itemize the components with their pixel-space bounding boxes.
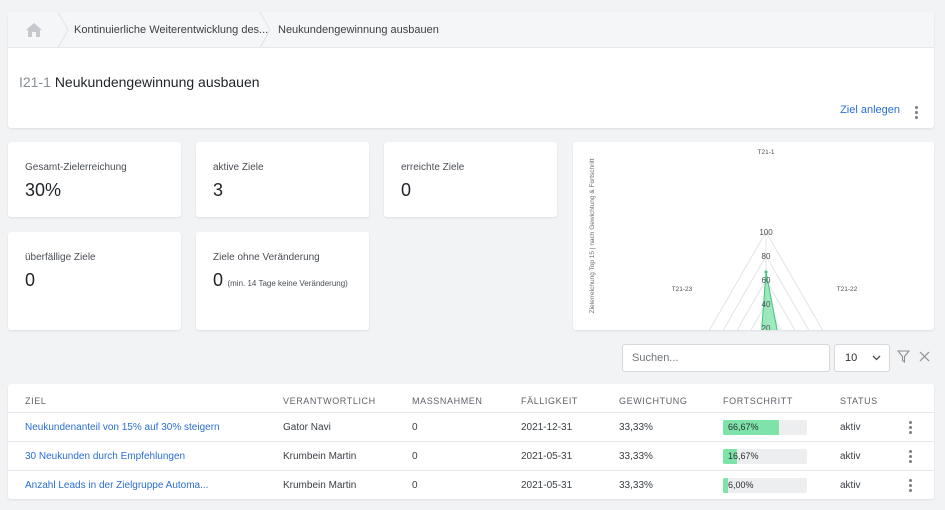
stat-value-group: 0 (min. 14 Tage keine Veränderung) xyxy=(213,270,363,294)
column-header-gewichtung[interactable]: GEWICHTUNG xyxy=(619,396,688,406)
radar-data-area xyxy=(761,271,778,330)
radar-grid-ring xyxy=(708,230,824,330)
column-header-ziel[interactable]: ZIEL xyxy=(25,396,47,406)
cell-faelligkeit: 2021-12-31 xyxy=(521,422,573,433)
radar-chart-card: 100 80 60 40 20 T21-1 T21-22 T21-23 Zielerreichu… xyxy=(573,142,934,330)
radar-tick-label: 60 xyxy=(762,276,771,285)
ziel-anlegen-button[interactable]: Ziel anlegen xyxy=(840,104,900,116)
stat-label: Gesamt-Zielerreichung xyxy=(25,162,127,173)
row-more-options-icon[interactable] xyxy=(904,419,916,435)
cell-massnahmen: 0 xyxy=(412,480,418,491)
stat-card-ziele-ohne-veraenderung: Ziele ohne Veränderung 0 (min. 14 Tage k… xyxy=(196,232,369,330)
page-title-id: I21-1 xyxy=(19,74,51,90)
filter-icon[interactable] xyxy=(897,350,910,363)
page-title-text: Neukundengewinnung ausbauen xyxy=(54,74,260,90)
goals-table: ZIEL VERANTWORTLICH MASSNAHMEN FÄLLIGKEI… xyxy=(8,384,934,499)
search-input[interactable] xyxy=(622,344,830,372)
stat-value: 0 xyxy=(213,270,224,290)
chevron-down-icon xyxy=(872,355,881,361)
cell-status: aktiv xyxy=(840,451,861,462)
stat-value: 0 xyxy=(401,180,412,200)
breadcrumb-separator-icon xyxy=(57,12,69,48)
radar-tick-label: 100 xyxy=(759,228,773,237)
page-title: I21-1 Neukundengewinnung ausbauen xyxy=(19,74,260,90)
cell-status: aktiv xyxy=(840,422,861,433)
radar-tick-label: 40 xyxy=(762,300,771,309)
column-header-verantwortlich[interactable]: VERANTWORTLICH xyxy=(283,396,376,406)
table-row[interactable]: Anzahl Leads in der Zielgruppe Automa...… xyxy=(8,470,934,499)
radar-tick-label: 80 xyxy=(762,252,771,261)
breadcrumb-item-current[interactable]: Neukundengewinnung ausbauen xyxy=(278,24,439,36)
column-header-massnahmen[interactable]: MASSNAHMEN xyxy=(412,396,483,406)
stat-note: (min. 14 Tage keine Veränderung) xyxy=(227,279,348,288)
stat-label: überfällige Ziele xyxy=(25,252,96,263)
stat-card-gesamt-zielerreichung: Gesamt-Zielerreichung 30% xyxy=(8,142,181,217)
progress-fill xyxy=(723,420,779,435)
cell-massnahmen: 0 xyxy=(412,451,418,462)
cell-gewichtung: 33,33% xyxy=(619,480,653,491)
cell-massnahmen: 0 xyxy=(412,422,418,433)
table-row[interactable]: 30 Neukunden durch Empfehlungen Krumbein… xyxy=(8,441,934,470)
stat-value: 0 xyxy=(25,270,36,290)
progress-fill xyxy=(723,478,729,493)
breadcrumb-item-parent[interactable]: Kontinuierliche Weiterentwicklung des... xyxy=(74,24,269,36)
progress-text: 6,00% xyxy=(728,480,754,490)
radar-data-point xyxy=(764,270,768,274)
close-icon[interactable] xyxy=(919,351,930,362)
home-icon[interactable] xyxy=(25,22,43,38)
radar-tick-label: 20 xyxy=(762,324,771,330)
breadcrumb-separator-icon xyxy=(259,12,271,48)
goal-link[interactable]: 30 Neukunden durch Empfehlungen xyxy=(25,451,186,462)
row-more-options-icon[interactable] xyxy=(904,448,916,464)
header-card: Kontinuierliche Weiterentwicklung des...… xyxy=(8,12,934,128)
column-header-status[interactable]: STATUS xyxy=(840,396,878,406)
cell-verantwortlich: Gator Navi xyxy=(283,422,331,433)
column-header-fortschritt[interactable]: FORTSCHRITT xyxy=(723,396,793,406)
stat-label: aktive Ziele xyxy=(213,162,264,173)
cell-status: aktiv xyxy=(840,480,861,491)
progress-fill xyxy=(723,449,737,464)
stat-value: 30% xyxy=(25,180,62,200)
goal-link[interactable]: Anzahl Leads in der Zielgruppe Automa... xyxy=(25,480,209,491)
progress-text: 66,67% xyxy=(728,422,759,432)
cell-faelligkeit: 2021-05-31 xyxy=(521,451,573,462)
page-size-value: 10 xyxy=(845,352,858,364)
cell-gewichtung: 33,33% xyxy=(619,451,653,462)
cell-verantwortlich: Krumbein Martin xyxy=(283,451,357,462)
radar-chart: 100 80 60 40 20 T21-1 T21-22 T21-23 Zielerreichu… xyxy=(589,149,858,330)
progress-text: 16,67% xyxy=(728,451,759,461)
radar-grid-ring xyxy=(722,254,810,330)
radar-y-label: Zielerreichung Top 15 | nach Gewichtung … xyxy=(589,158,596,313)
radar-axis-label: T21-22 xyxy=(837,286,858,293)
stat-card-ueberfaellige-ziele: überfällige Ziele 0 xyxy=(8,232,181,330)
breadcrumb: Kontinuierliche Weiterentwicklung des...… xyxy=(8,12,934,48)
progress-bar: 6,00% xyxy=(723,478,807,493)
cell-verantwortlich: Krumbein Martin xyxy=(283,480,357,491)
goal-link[interactable]: Neukundenanteil von 15% auf 30% steigern xyxy=(25,422,220,433)
progress-bar: 16,67% xyxy=(723,449,807,464)
stat-value: 3 xyxy=(213,180,224,200)
stat-card-erreichte-ziele: erreichte Ziele 0 xyxy=(384,142,557,217)
radar-axis-label: T21-23 xyxy=(672,286,693,293)
row-more-options-icon[interactable] xyxy=(904,477,916,493)
radar-axis-label: T21-1 xyxy=(758,149,775,156)
more-options-icon[interactable] xyxy=(910,104,922,120)
stat-label: Ziele ohne Veränderung xyxy=(213,252,320,263)
progress-bar: 66,67% xyxy=(723,420,807,435)
table-row[interactable]: Neukundenanteil von 15% auf 30% steigern… xyxy=(8,412,934,441)
page-size-select[interactable]: 10 xyxy=(834,344,890,372)
column-header-faelligkeit[interactable]: FÄLLIGKEIT xyxy=(521,396,579,406)
stat-card-aktive-ziele: aktive Ziele 3 xyxy=(196,142,369,217)
cell-faelligkeit: 2021-05-31 xyxy=(521,480,573,491)
stat-label: erreichte Ziele xyxy=(401,162,465,173)
cell-gewichtung: 33,33% xyxy=(619,422,653,433)
